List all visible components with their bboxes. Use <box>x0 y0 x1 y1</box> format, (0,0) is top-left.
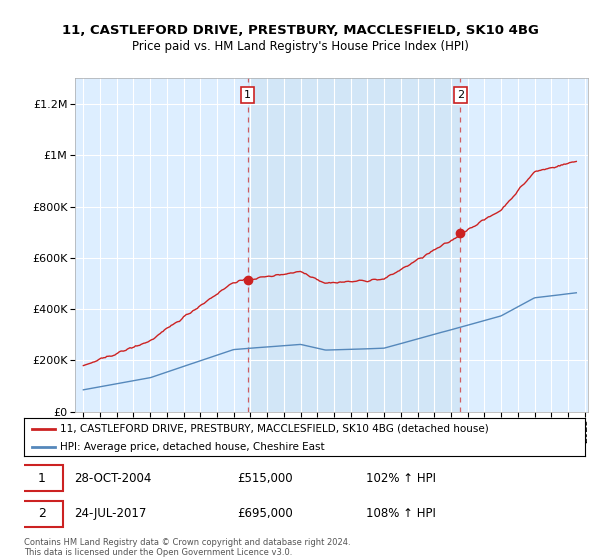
FancyBboxPatch shape <box>21 465 63 492</box>
Text: £515,000: £515,000 <box>237 472 293 484</box>
Text: 2: 2 <box>38 507 46 520</box>
Text: 28-OCT-2004: 28-OCT-2004 <box>74 472 152 484</box>
Text: 2: 2 <box>457 90 464 100</box>
FancyBboxPatch shape <box>21 501 63 527</box>
Text: Price paid vs. HM Land Registry's House Price Index (HPI): Price paid vs. HM Land Registry's House … <box>131 40 469 53</box>
Text: 108% ↑ HPI: 108% ↑ HPI <box>366 507 436 520</box>
Bar <box>248 78 460 412</box>
Text: £695,000: £695,000 <box>237 507 293 520</box>
Text: 11, CASTLEFORD DRIVE, PRESTBURY, MACCLESFIELD, SK10 4BG: 11, CASTLEFORD DRIVE, PRESTBURY, MACCLES… <box>62 24 538 36</box>
Text: 1: 1 <box>38 472 46 484</box>
Text: 102% ↑ HPI: 102% ↑ HPI <box>366 472 436 484</box>
Text: 24-JUL-2017: 24-JUL-2017 <box>74 507 147 520</box>
Text: 1: 1 <box>244 90 251 100</box>
Text: 11, CASTLEFORD DRIVE, PRESTBURY, MACCLESFIELD, SK10 4BG (detached house): 11, CASTLEFORD DRIVE, PRESTBURY, MACCLES… <box>61 424 489 434</box>
Text: Contains HM Land Registry data © Crown copyright and database right 2024.
This d: Contains HM Land Registry data © Crown c… <box>24 538 350 557</box>
Text: HPI: Average price, detached house, Cheshire East: HPI: Average price, detached house, Ches… <box>61 442 325 452</box>
